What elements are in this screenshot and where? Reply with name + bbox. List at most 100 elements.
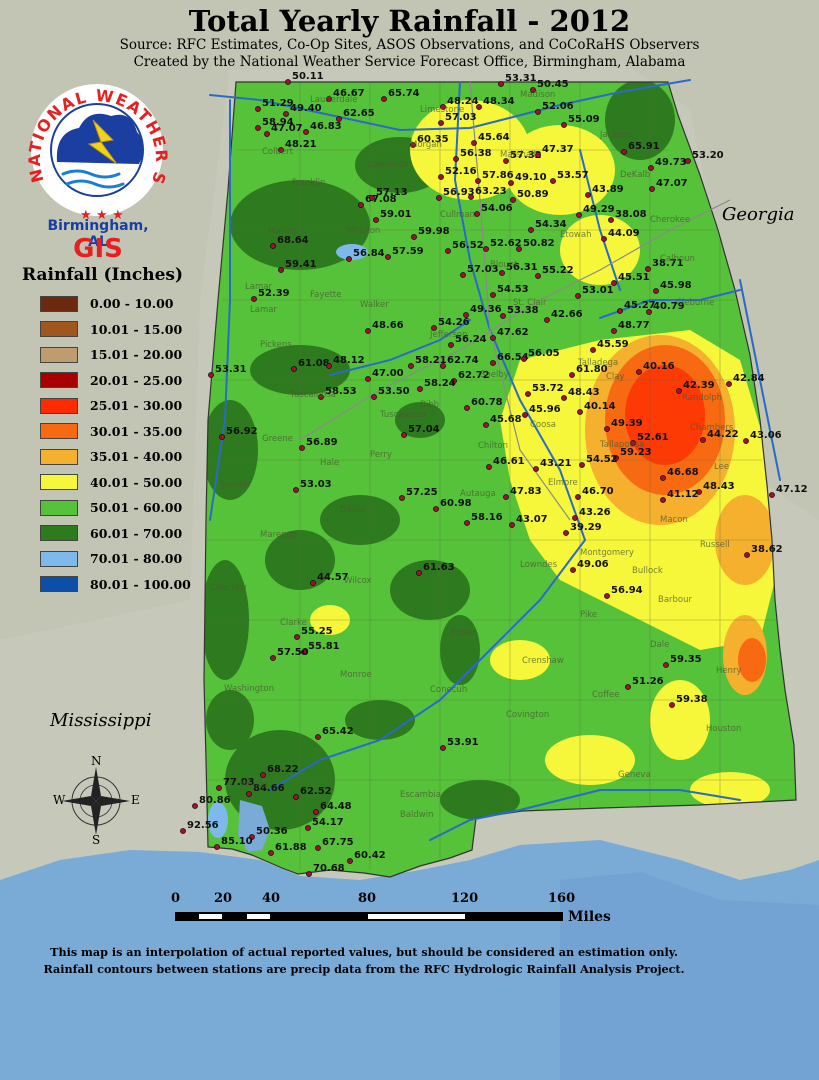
station-value: 55.22 xyxy=(542,265,574,276)
station-value: 52.39 xyxy=(258,288,290,299)
county-label: Covington xyxy=(506,710,550,720)
station-dot xyxy=(498,81,504,87)
county-label: Bullock xyxy=(632,566,663,576)
region-georgia: Georgia xyxy=(722,204,795,225)
legend-swatch xyxy=(40,576,78,593)
station-value: 54.06 xyxy=(481,203,513,214)
station-dot xyxy=(460,272,466,278)
station-dot xyxy=(660,475,666,481)
station-value: 46.61 xyxy=(493,456,525,467)
station-dot xyxy=(570,567,576,573)
county-label: Macon xyxy=(660,515,688,525)
station-value: 53.57 xyxy=(557,170,589,181)
county-label: Hale xyxy=(320,458,340,468)
station-value: 59.98 xyxy=(418,226,450,237)
compass-n: N xyxy=(91,754,102,768)
county-label: Jackson xyxy=(600,130,633,140)
scale-bar xyxy=(175,912,563,921)
county-label: Cleburne xyxy=(676,298,715,308)
station-value: 43.07 xyxy=(516,514,548,525)
station-dot xyxy=(440,363,446,369)
station-value: 53.38 xyxy=(507,305,539,316)
station-value: 43.06 xyxy=(750,430,782,441)
legend-label: 80.01 - 100.00 xyxy=(90,576,191,592)
county-label: Russell xyxy=(700,540,730,550)
station-value: 53.20 xyxy=(692,150,724,161)
station-dot xyxy=(416,570,422,576)
station-dot xyxy=(726,381,732,387)
station-dot xyxy=(611,280,617,286)
station-dot xyxy=(299,445,305,451)
county-label: Cherokee xyxy=(650,215,691,225)
station-dot xyxy=(192,803,198,809)
station-dot xyxy=(270,243,276,249)
legend-swatch xyxy=(40,346,78,363)
station-dot xyxy=(214,844,220,850)
station-dot xyxy=(369,195,375,201)
legend-swatch xyxy=(40,372,78,389)
station-value: 49.36 xyxy=(470,304,502,315)
station-value: 39.29 xyxy=(570,522,602,533)
station-dot xyxy=(769,492,775,498)
station-dot xyxy=(503,494,509,500)
station-dot xyxy=(572,515,578,521)
county-label: Montgomery xyxy=(580,548,634,558)
station-dot xyxy=(448,342,454,348)
station-dot xyxy=(743,438,749,444)
station-value: 58.94 xyxy=(262,117,294,128)
station-dot xyxy=(577,409,583,415)
map-title: Total Yearly Rainfall - 2012 xyxy=(188,4,631,38)
station-value: 56.52 xyxy=(452,240,484,251)
station-dot xyxy=(326,363,332,369)
county-label: Morgan xyxy=(410,140,442,150)
county-label: Lowndes xyxy=(520,560,558,570)
station-dot xyxy=(246,791,252,797)
station-dot xyxy=(285,79,291,85)
station-value: 46.68 xyxy=(667,467,699,478)
station-value: 60.78 xyxy=(471,397,503,408)
station-value: 47.83 xyxy=(510,486,542,497)
station-dot xyxy=(660,497,666,503)
station-dot xyxy=(490,292,496,298)
county-label: Autauga xyxy=(460,489,496,499)
region-mississippi: Mississippi xyxy=(50,710,152,731)
station-value: 49.29 xyxy=(583,204,615,215)
station-value: 48.43 xyxy=(568,387,600,398)
station-dot xyxy=(476,104,482,110)
scale-tick-40: 40 xyxy=(262,891,281,906)
station-dot xyxy=(293,487,299,493)
station-value: 66.54 xyxy=(497,352,529,363)
county-label: Dale xyxy=(650,640,670,650)
county-label: Barbour xyxy=(658,595,693,605)
legend-item: 80.01 - 100.00 xyxy=(22,572,202,598)
station-dot xyxy=(268,850,274,856)
station-value: 48.12 xyxy=(333,355,365,366)
county-label: Coosa xyxy=(530,420,556,430)
station-value: 68.64 xyxy=(277,235,309,246)
legend-item: 10.01 - 15.00 xyxy=(22,317,202,343)
station-dot xyxy=(381,96,387,102)
station-dot xyxy=(575,293,581,299)
station-dot xyxy=(255,125,261,131)
county-label: Clay xyxy=(606,372,625,382)
legend-swatch xyxy=(40,295,78,312)
county-label: DeKalb xyxy=(620,170,651,180)
station-dot xyxy=(346,256,352,262)
station-value: 53.50 xyxy=(378,386,410,397)
svg-text:★: ★ xyxy=(112,208,124,223)
county-label: Tuscaloosa xyxy=(290,390,336,400)
station-dot xyxy=(561,122,567,128)
station-value: 54.17 xyxy=(312,817,344,828)
station-dot xyxy=(630,440,636,446)
legend-label: 70.01 - 80.00 xyxy=(90,551,183,567)
station-dot xyxy=(216,785,222,791)
county-label: Elmore xyxy=(548,478,578,488)
legend-item: 50.01 - 60.00 xyxy=(22,495,202,521)
station-value: 56.05 xyxy=(528,348,560,359)
station-value: 92.56 xyxy=(187,820,219,831)
county-label: St. Clair xyxy=(513,298,547,308)
station-value: 50.36 xyxy=(256,826,288,837)
svg-text:★: ★ xyxy=(80,208,92,223)
